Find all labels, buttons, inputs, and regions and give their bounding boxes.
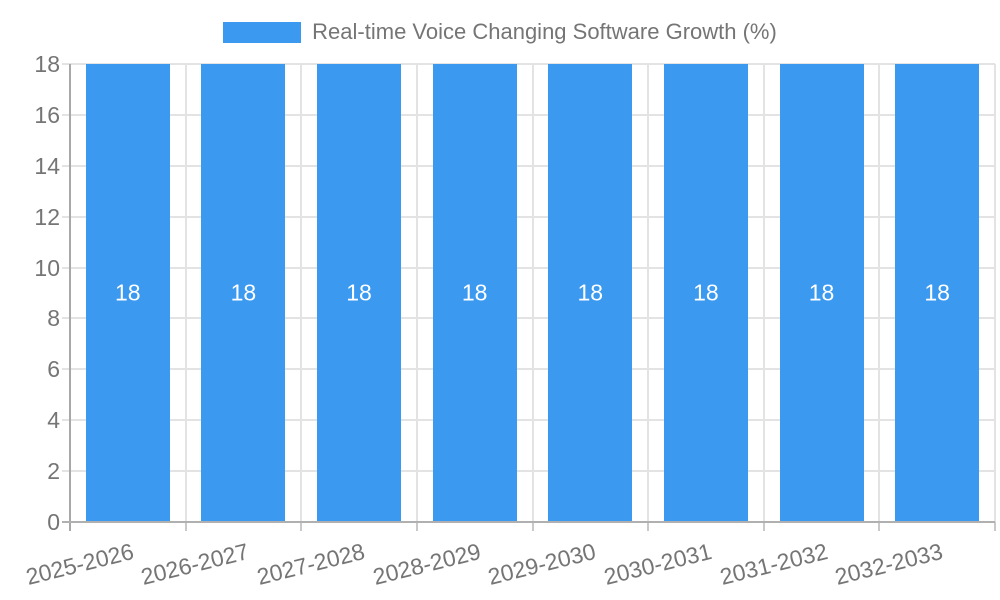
bar	[548, 64, 633, 522]
h-gridline	[62, 215, 995, 218]
x-axis-tick	[184, 522, 187, 531]
x-axis-tick	[415, 522, 418, 531]
h-gridline	[62, 266, 995, 269]
bar-value-label: 18	[115, 279, 141, 306]
bar-value-label: 18	[230, 279, 257, 306]
x-axis-label: 2029-2030	[485, 538, 599, 590]
h-gridline	[62, 470, 995, 473]
bar-value-label: 18	[924, 279, 950, 306]
x-axis-tick	[994, 522, 996, 531]
v-gridline	[994, 64, 996, 522]
y-axis-tick-label: 6	[47, 356, 60, 383]
y-axis-tick-label: 16	[34, 101, 60, 128]
x-axis-label: 2031-2032	[716, 538, 830, 590]
v-gridline	[300, 64, 303, 522]
bar-value-label: 18	[577, 279, 604, 306]
y-axis-tick-label: 4	[47, 407, 60, 434]
bar	[779, 64, 864, 522]
v-gridline	[184, 64, 187, 522]
bar-value-label: 18	[693, 279, 719, 306]
x-axis-tick	[878, 522, 881, 531]
bar	[85, 64, 170, 522]
y-axis-tick-label: 8	[47, 305, 60, 332]
h-gridline	[62, 368, 995, 371]
x-axis-tick	[531, 522, 534, 531]
x-axis-tick	[762, 522, 765, 531]
legend-label: Real-time Voice Changing Software Growth…	[312, 19, 777, 44]
bar-value-label: 18	[461, 279, 488, 306]
x-axis-label: 2027-2028	[254, 538, 368, 590]
h-gridline	[62, 113, 995, 116]
h-gridline	[62, 63, 995, 65]
h-gridline	[62, 164, 995, 167]
bar	[317, 64, 402, 522]
bar	[895, 64, 980, 522]
y-axis-tick-label: 18	[34, 51, 60, 77]
y-axis-tick-label: 0	[47, 509, 60, 535]
x-axis-label: 2032-2033	[832, 538, 946, 590]
x-axis-label: 2028-2029	[369, 538, 483, 590]
bar	[432, 64, 517, 522]
v-gridline	[762, 64, 765, 522]
bar	[663, 64, 748, 522]
legend-swatch	[223, 21, 302, 43]
bar-value-label: 18	[808, 279, 835, 306]
x-axis-tick	[300, 522, 303, 531]
y-axis-tick-label: 12	[34, 203, 60, 230]
h-gridline	[62, 317, 995, 320]
x-axis-line	[62, 521, 995, 523]
y-axis-tick-label: 2	[47, 458, 60, 485]
v-gridline	[878, 64, 881, 522]
bar	[201, 64, 286, 522]
bar-value-label: 18	[346, 279, 372, 306]
x-axis-label: 2026-2027	[138, 538, 252, 590]
y-axis-tick-label: 10	[34, 254, 60, 281]
legend-item[interactable]: Real-time Voice Changing Software Growth…	[223, 19, 777, 45]
h-gridline	[62, 419, 995, 422]
v-gridline	[415, 64, 418, 522]
x-axis-label: 2030-2031	[601, 538, 715, 590]
y-axis-line	[69, 64, 71, 531]
v-gridline	[531, 64, 534, 522]
y-axis-tick-label: 14	[34, 152, 60, 179]
chart-legend: Real-time Voice Changing Software Growth…	[0, 8, 1000, 56]
v-gridline	[647, 64, 650, 522]
x-axis-label: 2025-2026	[23, 538, 137, 590]
x-axis-tick	[647, 522, 650, 531]
